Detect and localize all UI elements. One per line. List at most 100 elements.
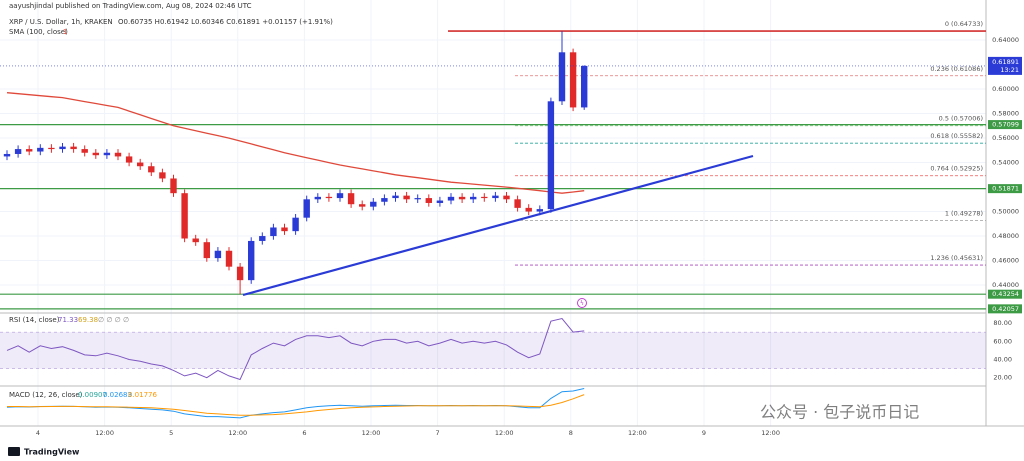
x-tick-label: 12:00 (628, 429, 647, 437)
level-tag-label: 0.43254 (992, 290, 1019, 298)
candle-body (581, 65, 588, 108)
candle-body (292, 217, 299, 232)
x-tick-label: 12:00 (362, 429, 381, 437)
candle-body (81, 149, 88, 153)
y-tick-label: 0.50000 (992, 208, 1019, 216)
trendline (242, 154, 754, 297)
candle-body (203, 242, 210, 259)
level-tag-label: 0.57099 (992, 121, 1019, 129)
level-tag-label: 0.51871 (992, 185, 1019, 193)
x-tick-label: 12:00 (495, 429, 514, 437)
y-tick-label: 0.44000 (992, 281, 1019, 289)
candle-body (92, 152, 99, 156)
rsi-pane (0, 317, 986, 381)
candle-body (26, 149, 33, 152)
logo (8, 447, 20, 456)
candle-body (248, 240, 255, 281)
sma-value: 1 (63, 28, 67, 36)
publisher: aayushjindal published on TradingView.co… (9, 2, 252, 10)
ohlc: O0.60735 H0.61942 L0.60346 C0.61891 +0.0… (118, 18, 333, 26)
candle-body (447, 196, 455, 201)
y-tick-label: 0.60000 (992, 85, 1019, 93)
candle-body (3, 153, 11, 157)
last-price-tag (988, 56, 1022, 75)
candle-body (536, 209, 543, 212)
x-tick-label: 12:00 (761, 429, 780, 437)
candle-body (159, 172, 166, 179)
candle-body (59, 146, 66, 150)
candle-body (259, 236, 266, 241)
rsi-tick-label: 20.00 (993, 374, 1012, 382)
y-tick-label: 0.54000 (992, 159, 1019, 167)
candle-body (347, 193, 355, 205)
level-tag (988, 289, 1022, 299)
rsi-line (6, 317, 585, 381)
candle-body (359, 204, 366, 207)
sma-line (6, 92, 585, 194)
x-tick-label: 8 (569, 429, 573, 437)
fib-label: 0 (0.64733) (945, 20, 983, 28)
fib-label: 0.5 (0.57006) (939, 115, 983, 123)
main-pane: 0 (0.64733) 0.236 (0.61086) 0.5 (0.57006) 0… (0, 20, 986, 310)
candle-body (425, 198, 432, 203)
candle-body (70, 146, 77, 150)
x-tick-label: 5 (169, 429, 173, 437)
candle-body (436, 200, 444, 203)
rsi-band (0, 332, 986, 369)
event-icon-glyph: ϟ (580, 300, 584, 307)
candle-body (558, 52, 566, 102)
candle-body (492, 195, 499, 199)
candle-body (370, 201, 377, 207)
candle-body (270, 227, 277, 237)
candle-body (48, 147, 55, 150)
candle-body (336, 193, 344, 199)
candle-body (458, 196, 466, 200)
candle-body (281, 227, 288, 232)
candle-body (303, 199, 310, 218)
candle-body (225, 250, 233, 267)
fib-label: 1.236 (0.45631) (930, 254, 983, 262)
candle-body (37, 147, 44, 152)
signal-line (7, 394, 585, 416)
candle-body (514, 199, 521, 208)
y-tick-label: 0.64000 (992, 36, 1019, 44)
candle-body (414, 198, 421, 200)
y-tick-label: 0.56000 (992, 134, 1019, 142)
candle-body (481, 196, 488, 199)
level-tag-label: 0.42057 (992, 305, 1019, 313)
rsi-tick-label: 60.00 (993, 337, 1012, 345)
candle-body (170, 178, 177, 194)
candle-body (392, 195, 399, 199)
candle-body (381, 198, 388, 202)
last-price-label: 0.61891 (992, 58, 1019, 66)
candle-body (569, 52, 577, 108)
level-tag (988, 184, 1022, 194)
candle-body (137, 162, 144, 167)
candle-body (214, 250, 222, 259)
candle-body (14, 149, 22, 154)
y-tick-label: 0.48000 (992, 232, 1019, 240)
axes: 4 12:00 5 12:00 6 12:00 7 12:00 8 12:00 9 12:00 0.64… (36, 36, 1022, 437)
candle-body (125, 156, 133, 163)
fib-label: 0.236 (0.61086) (930, 65, 983, 73)
rsi-tick-label: 80.00 (993, 319, 1012, 327)
candle-body (525, 207, 532, 212)
candle-body (403, 195, 410, 200)
rsi-tick-label: 40.00 (993, 355, 1012, 363)
candle-body (547, 101, 555, 210)
candle-body (103, 152, 111, 156)
event-icon (577, 298, 587, 308)
fib-label: 0.618 (0.55582) (930, 132, 983, 140)
x-tick-label: 6 (302, 429, 306, 437)
y-tick-label: 0.46000 (992, 257, 1019, 265)
candle-body (314, 196, 321, 200)
brand: TradingView (24, 448, 80, 457)
symbol: XRP / U.S. Dollar, 1h, KRAKEN (9, 18, 113, 26)
sma-label: SMA (100, close) (9, 28, 68, 36)
fib-label: 1 (0.49278) (945, 209, 983, 217)
rsi-label: RSI (14, close) (9, 316, 60, 324)
level-tag (988, 304, 1022, 314)
candle-body (503, 195, 510, 200)
candle-body (148, 166, 155, 173)
rsi-ma-value: 69.38 (78, 316, 98, 324)
